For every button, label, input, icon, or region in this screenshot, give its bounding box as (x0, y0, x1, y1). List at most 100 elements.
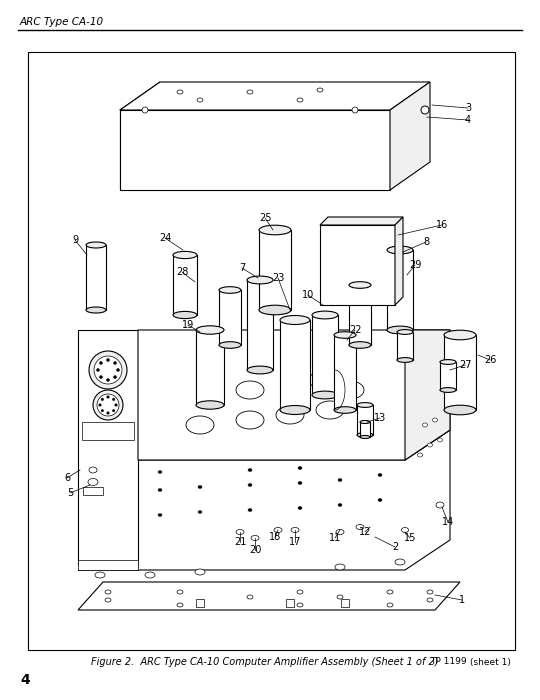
Text: 2: 2 (392, 542, 398, 552)
Text: 8: 8 (423, 237, 429, 247)
Ellipse shape (247, 90, 253, 94)
Ellipse shape (114, 404, 117, 406)
Polygon shape (320, 217, 403, 225)
Text: 22: 22 (349, 325, 361, 335)
Ellipse shape (94, 356, 122, 384)
Text: 12: 12 (359, 527, 371, 537)
Ellipse shape (274, 528, 282, 533)
Ellipse shape (158, 514, 162, 517)
Polygon shape (120, 82, 430, 110)
Ellipse shape (317, 88, 323, 92)
Ellipse shape (196, 326, 224, 334)
Ellipse shape (247, 595, 253, 599)
Ellipse shape (357, 433, 373, 438)
Ellipse shape (378, 498, 382, 501)
Ellipse shape (337, 595, 343, 599)
Ellipse shape (298, 507, 302, 510)
Ellipse shape (387, 603, 393, 607)
Ellipse shape (173, 251, 197, 258)
Text: 13: 13 (374, 413, 386, 423)
Ellipse shape (86, 242, 106, 248)
Ellipse shape (397, 358, 413, 363)
Ellipse shape (440, 360, 456, 365)
Ellipse shape (436, 502, 444, 508)
Ellipse shape (89, 467, 97, 473)
Ellipse shape (360, 421, 370, 424)
Text: 11: 11 (329, 533, 341, 543)
Text: 3: 3 (465, 103, 471, 113)
Text: 27: 27 (459, 360, 471, 370)
Ellipse shape (312, 311, 338, 319)
Text: 19: 19 (182, 320, 194, 330)
Bar (173, 255, 197, 315)
Ellipse shape (101, 410, 104, 412)
Ellipse shape (338, 479, 342, 482)
Ellipse shape (236, 381, 264, 399)
Text: 16: 16 (436, 220, 448, 230)
Ellipse shape (334, 332, 356, 338)
Text: 24: 24 (159, 233, 171, 243)
Polygon shape (120, 110, 390, 190)
Ellipse shape (298, 482, 302, 484)
Ellipse shape (99, 376, 103, 379)
Ellipse shape (105, 598, 111, 602)
Text: 25: 25 (259, 213, 271, 223)
Ellipse shape (444, 405, 476, 415)
Ellipse shape (247, 276, 273, 284)
Ellipse shape (198, 486, 202, 489)
Ellipse shape (97, 368, 99, 372)
Ellipse shape (113, 361, 117, 365)
Polygon shape (395, 217, 403, 305)
Ellipse shape (338, 503, 342, 507)
Bar (259, 230, 291, 310)
Ellipse shape (247, 366, 273, 374)
Bar (82, 422, 134, 440)
Bar (360, 422, 370, 437)
Ellipse shape (177, 590, 183, 594)
Ellipse shape (93, 390, 123, 420)
Ellipse shape (360, 435, 370, 438)
Text: 7: 7 (239, 263, 245, 273)
Ellipse shape (107, 412, 109, 414)
Polygon shape (138, 330, 450, 460)
Bar (440, 362, 456, 390)
Text: ARC Type CA-10: ARC Type CA-10 (20, 17, 104, 27)
Ellipse shape (352, 107, 358, 113)
Ellipse shape (251, 536, 259, 540)
Ellipse shape (417, 453, 422, 457)
Ellipse shape (286, 371, 314, 389)
Text: Figure 2.  ARC Type CA-10 Computer Amplifier Assembly (Sheet 1 of 2): Figure 2. ARC Type CA-10 Computer Amplif… (91, 657, 438, 667)
Ellipse shape (349, 281, 371, 288)
Ellipse shape (145, 572, 155, 578)
Text: 17: 17 (289, 537, 301, 547)
Ellipse shape (421, 106, 429, 114)
Ellipse shape (427, 590, 433, 594)
Ellipse shape (387, 590, 393, 594)
Bar (247, 280, 273, 370)
Ellipse shape (297, 98, 303, 102)
Bar (349, 285, 371, 345)
Ellipse shape (248, 484, 252, 486)
Ellipse shape (427, 598, 433, 602)
Ellipse shape (158, 470, 162, 473)
Text: 9: 9 (72, 235, 78, 245)
Ellipse shape (336, 381, 364, 399)
Ellipse shape (158, 489, 162, 491)
Ellipse shape (298, 466, 302, 470)
Ellipse shape (219, 342, 241, 349)
Polygon shape (78, 582, 460, 610)
Ellipse shape (112, 410, 115, 412)
Bar (387, 250, 413, 330)
Bar (280, 320, 310, 410)
Ellipse shape (195, 569, 205, 575)
Bar (320, 225, 395, 305)
Ellipse shape (334, 407, 356, 413)
Text: 1: 1 (459, 595, 465, 605)
Ellipse shape (99, 361, 103, 365)
Ellipse shape (107, 395, 109, 398)
Ellipse shape (433, 418, 437, 422)
Polygon shape (405, 330, 450, 460)
Ellipse shape (117, 368, 119, 372)
Ellipse shape (444, 330, 476, 340)
Ellipse shape (349, 342, 371, 349)
